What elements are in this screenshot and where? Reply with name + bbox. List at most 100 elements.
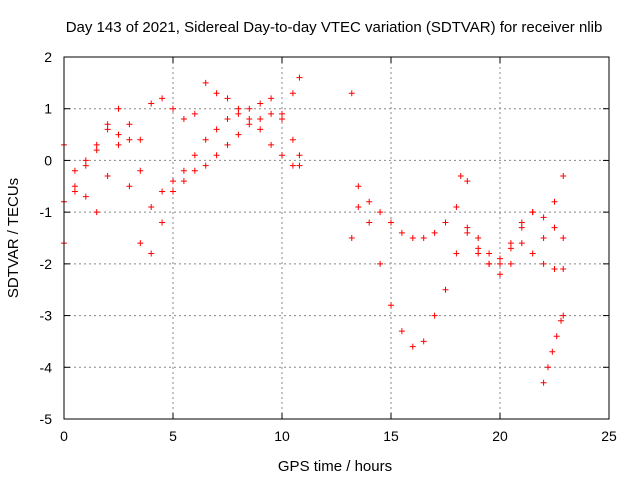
- data-point: [366, 219, 373, 226]
- data-point: [235, 131, 242, 138]
- series-track-d: [348, 90, 567, 267]
- data-point: [82, 162, 89, 169]
- data-point: [475, 245, 482, 252]
- data-point: [126, 121, 133, 128]
- data-point: [180, 116, 187, 123]
- data-point: [115, 105, 122, 112]
- data-point: [104, 121, 111, 128]
- data-point: [560, 172, 567, 179]
- data-point: [544, 364, 551, 371]
- data-point: [540, 214, 547, 221]
- data-point: [191, 110, 198, 117]
- data-point: [518, 219, 525, 226]
- data-point: [213, 90, 220, 97]
- data-point: [137, 136, 144, 143]
- data-point: [549, 348, 556, 355]
- data-point: [104, 126, 111, 133]
- data-point: [82, 157, 89, 164]
- data-point: [409, 235, 416, 241]
- data-point: [170, 105, 176, 112]
- data-point: [540, 379, 547, 386]
- data-point: [355, 203, 362, 210]
- data-point: [191, 167, 198, 174]
- series-track-e: [348, 203, 567, 350]
- data-point: [529, 209, 536, 216]
- data-point: [486, 250, 493, 257]
- data-point: [348, 90, 355, 97]
- data-point: [497, 271, 503, 278]
- x-tick-label: 25: [601, 428, 617, 444]
- data-point: [257, 100, 264, 107]
- data-point: [366, 198, 373, 205]
- data-point: [137, 240, 144, 247]
- data-point: [279, 116, 285, 123]
- data-point: [159, 219, 166, 226]
- data-point: [180, 178, 187, 185]
- data-point: [560, 266, 567, 273]
- data-point: [279, 152, 285, 159]
- series-track-f: [457, 172, 567, 267]
- data-point: [71, 188, 78, 195]
- data-point: [464, 224, 471, 231]
- data-point: [551, 266, 558, 273]
- data-point: [377, 209, 384, 216]
- data-point: [268, 141, 275, 148]
- data-point: [431, 312, 438, 319]
- y-axis-label: SDTVAR / TECUs: [5, 178, 22, 298]
- x-tick-label: 15: [383, 428, 399, 444]
- y-tick-label: -5: [40, 411, 53, 427]
- chart-title: Day 143 of 2021, Sidereal Day-to-day VTE…: [66, 19, 603, 36]
- series-track-b: [61, 79, 303, 216]
- data-point: [115, 131, 122, 138]
- data-point: [464, 178, 471, 185]
- data-point: [398, 328, 405, 335]
- data-point: [224, 95, 231, 102]
- data-point: [420, 338, 427, 345]
- data-point: [71, 183, 78, 190]
- data-point: [246, 121, 253, 128]
- data-point: [246, 105, 253, 112]
- data-point: [148, 100, 155, 107]
- data-point: [453, 203, 460, 210]
- x-axis-label: GPS time / hours: [278, 458, 392, 475]
- data-point: [529, 250, 536, 257]
- data-point: [257, 126, 264, 133]
- data-point: [475, 235, 482, 241]
- y-tick-label: -1: [40, 204, 53, 220]
- data-point: [148, 203, 155, 210]
- x-tick-label: 0: [60, 428, 68, 444]
- data-point: [348, 235, 355, 241]
- data-point: [170, 178, 176, 185]
- x-tick-label: 5: [169, 428, 177, 444]
- data-point: [180, 167, 187, 174]
- data-point: [235, 105, 242, 112]
- data-point: [551, 224, 558, 231]
- data-point: [457, 172, 464, 179]
- data-point: [486, 260, 493, 267]
- data-point: [213, 152, 220, 159]
- data-point: [289, 90, 296, 97]
- series-track-g: [540, 312, 567, 386]
- data-point: [398, 229, 405, 236]
- data-point: [296, 152, 303, 159]
- data-point: [507, 240, 514, 247]
- data-point: [279, 110, 285, 117]
- data-point: [355, 183, 362, 190]
- data-point: [213, 126, 220, 133]
- data-point: [551, 198, 558, 205]
- data-point: [71, 167, 78, 174]
- data-point: [518, 224, 525, 231]
- data-point: [115, 141, 122, 148]
- data-point: [507, 260, 514, 267]
- data-point: [388, 302, 394, 309]
- data-point: [560, 235, 567, 241]
- data-point: [93, 209, 100, 216]
- data-point: [137, 167, 144, 174]
- data-point: [475, 250, 482, 257]
- y-tick-label: -4: [40, 359, 53, 375]
- series-track-a: [61, 74, 303, 257]
- data-point: [224, 116, 231, 123]
- data-point: [82, 193, 89, 200]
- data-point: [442, 219, 449, 226]
